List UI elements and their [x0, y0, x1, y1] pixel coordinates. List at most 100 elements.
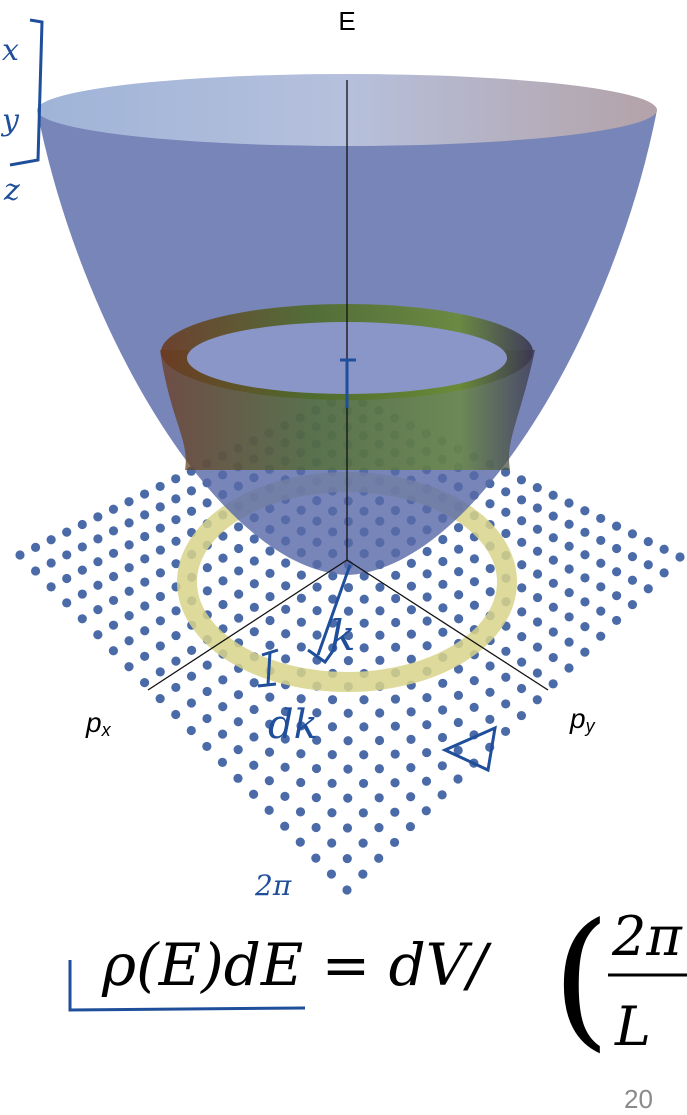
lattice-dot [628, 576, 637, 585]
lattice-dot [109, 596, 118, 605]
lattice-dot [296, 807, 305, 816]
lattice-dot [423, 547, 432, 556]
lattice-dot [517, 516, 526, 525]
lattice-dot [359, 808, 368, 817]
lattice-dot [533, 593, 542, 602]
lattice-dot [218, 730, 227, 739]
lattice-dot [628, 600, 637, 609]
lattice-dot [218, 576, 227, 585]
lattice-dot [62, 598, 71, 607]
lattice-dot [359, 722, 368, 731]
lattice-dot [470, 676, 479, 685]
lattice-dot [15, 550, 24, 559]
lattice-dot [109, 621, 118, 630]
lattice-dot [109, 549, 118, 558]
lattice-dot [312, 823, 321, 832]
lattice-dot [660, 568, 669, 577]
lattice-dot [171, 606, 180, 615]
lattice-dot [281, 763, 290, 772]
lattice-dot [140, 554, 149, 563]
lattice-dot [453, 774, 462, 783]
lattice-dot [78, 565, 87, 574]
lattice-dot [517, 658, 526, 667]
lattice-dot [109, 572, 118, 581]
lattice-dot [391, 618, 400, 627]
lattice-dot [124, 662, 133, 671]
ink-k: k [330, 611, 355, 660]
lattice-dot [234, 745, 243, 754]
lattice-dot [312, 606, 321, 615]
lattice-dot [517, 538, 526, 547]
lattice-dot [564, 520, 573, 529]
lattice-dot [47, 582, 56, 591]
lattice-dot [406, 763, 415, 772]
lattice-dot [533, 569, 542, 578]
lattice-dot [234, 613, 243, 622]
lattice-dot [422, 777, 431, 786]
lattice-dot [187, 672, 196, 681]
lattice-dot [265, 776, 274, 785]
lattice-dot [549, 533, 558, 542]
lattice-dot [156, 545, 165, 554]
lattice-dot [297, 570, 306, 579]
lattice-dot [423, 616, 432, 625]
lattice-dot [501, 529, 510, 538]
lattice-dot [486, 564, 495, 573]
lattice-dot [78, 614, 87, 623]
lattice-dot [265, 569, 274, 578]
py-sub: y [584, 716, 596, 736]
lattice-dot [109, 505, 118, 514]
lattice-dot [265, 693, 274, 702]
lattice-dot [327, 838, 336, 847]
lattice-dot [454, 545, 463, 554]
lattice-dot [234, 522, 243, 531]
lattice-dot [422, 720, 431, 729]
lattice-dot [280, 792, 289, 801]
lattice-dot [281, 558, 290, 567]
py-main: p [569, 703, 586, 734]
lattice-dot [156, 502, 165, 511]
lattice-dot [171, 710, 180, 719]
lattice-dot [375, 793, 384, 802]
lattice-dot [218, 758, 227, 767]
lattice-dot [140, 678, 149, 687]
lattice-dot [156, 568, 165, 577]
lattice-dot [374, 823, 383, 832]
lattice-dot [454, 614, 463, 623]
lattice-dot [265, 641, 274, 650]
lattice-dot [218, 702, 227, 711]
lattice-dot [549, 653, 558, 662]
lattice-dot [375, 736, 384, 745]
lattice-dot [311, 853, 320, 862]
lattice-dot [533, 525, 542, 534]
lattice-dot [533, 483, 542, 492]
lattice-dot [265, 616, 274, 625]
lattice-dot [281, 605, 290, 614]
lattice-dot [203, 586, 212, 595]
lattice-dot [406, 735, 415, 744]
lattice-dot [407, 559, 416, 568]
lattice-dot [156, 667, 165, 676]
lattice-dot [93, 630, 102, 639]
lattice-dot [234, 566, 243, 575]
lattice-dot [580, 528, 589, 537]
lattice-dot [62, 574, 71, 583]
lattice-dot [564, 498, 573, 507]
lattice-dot [328, 695, 337, 704]
lattice-dot [297, 618, 306, 627]
lattice-dot [375, 764, 384, 773]
lattice-dot [644, 560, 653, 569]
px-label: px [85, 707, 112, 740]
lattice-dot [596, 632, 605, 641]
lattice-dot [438, 535, 447, 544]
ink-x: x [2, 33, 19, 68]
lattice-dot [187, 726, 196, 735]
lattice-dot [250, 603, 259, 612]
formula-denominator: L [614, 995, 651, 1058]
lattice-dot [250, 627, 259, 636]
formula-lhs: ρ(E)dE = dV/ [101, 931, 493, 999]
lattice-dot [296, 749, 305, 758]
lattice-dot [549, 603, 558, 612]
lattice-dot [454, 691, 463, 700]
lattice-dot [203, 563, 212, 572]
